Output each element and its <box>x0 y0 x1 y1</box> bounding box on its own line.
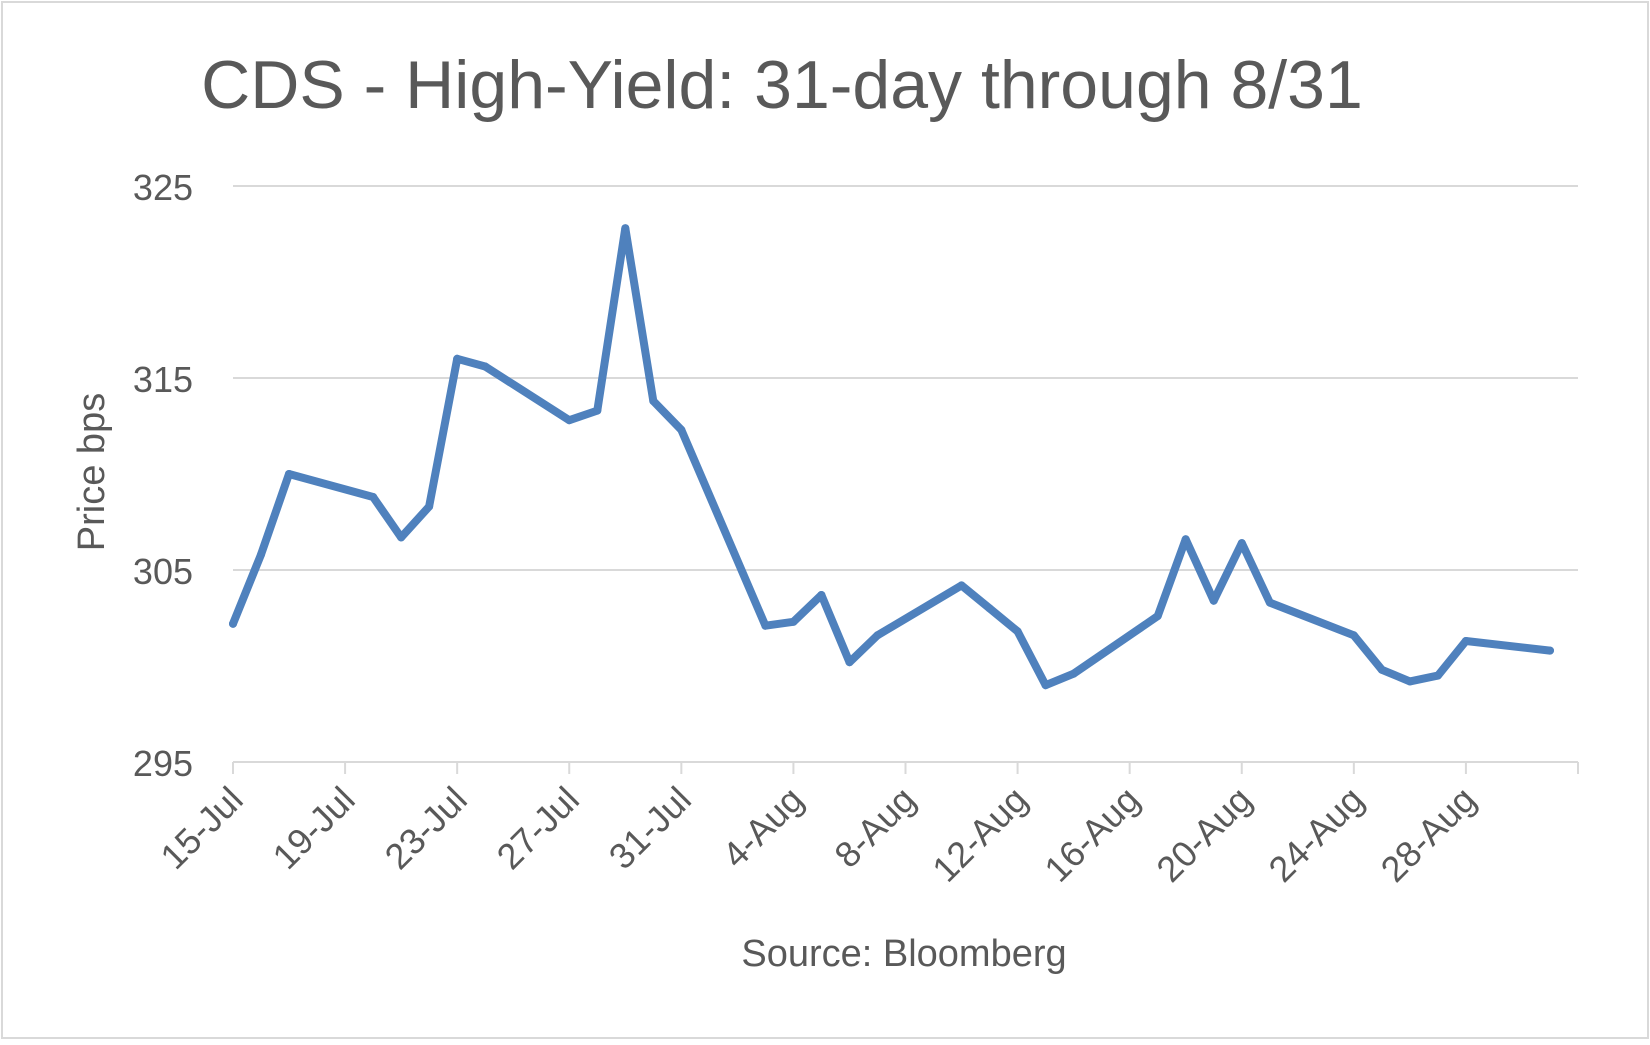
data-point-2020-07-28 <box>593 406 602 415</box>
x-axis-label: Source: Bloomberg <box>741 933 1066 975</box>
data-point-2020-07-27 <box>565 416 574 425</box>
data-point-2020-08-18 <box>1181 535 1190 544</box>
y-tick-label-305: 305 <box>133 551 193 592</box>
data-point-2020-08-05 <box>817 591 826 599</box>
x-axis-ticks <box>232 762 1579 774</box>
data-point-2020-07-17 <box>285 470 293 478</box>
data-point-2020-07-20 <box>369 493 378 501</box>
series-line-cds-high-yield <box>229 224 1554 690</box>
data-point-2020-07-21 <box>397 533 406 542</box>
data-point-2020-07-31 <box>677 425 686 434</box>
data-point-2020-08-31 <box>1546 646 1554 655</box>
data-point-2020-08-06 <box>845 658 854 667</box>
data-point-2020-07-23 <box>453 354 462 363</box>
data-point-2020-08-20 <box>1237 539 1246 548</box>
data-point-2020-08-14 <box>1069 669 1078 678</box>
data-point-2020-08-28 <box>1461 637 1470 645</box>
data-point-2020-08-17 <box>1153 612 1162 621</box>
data-point-2020-08-25 <box>1377 665 1386 674</box>
y-axis-tick-labels: 295 305 315 325 <box>133 167 193 784</box>
data-point-2020-08-12 <box>1013 627 1022 636</box>
data-point-2020-08-07 <box>873 631 882 640</box>
data-point-2020-07-15 <box>229 619 237 628</box>
data-point-2020-08-13 <box>1041 681 1050 690</box>
data-point-2020-07-29 <box>621 224 630 233</box>
data-point-2020-08-21 <box>1265 598 1274 607</box>
series-points <box>229 224 1554 690</box>
y-tick-label-325: 325 <box>133 167 193 208</box>
data-point-2020-08-27 <box>1433 671 1442 680</box>
data-point-2020-07-24 <box>481 362 490 371</box>
y-tick-label-315: 315 <box>133 359 193 400</box>
data-point-2020-08-03 <box>761 621 770 630</box>
data-point-2020-08-04 <box>789 617 798 626</box>
data-point-2020-07-16 <box>257 550 265 559</box>
data-point-2020-08-10 <box>957 581 966 590</box>
data-point-2020-08-19 <box>1209 596 1218 605</box>
chart-title: CDS - High-Yield: 31-day through 8/31 <box>201 47 1363 123</box>
y-tick-label-295: 295 <box>133 743 193 784</box>
data-point-2020-08-26 <box>1405 677 1414 686</box>
data-point-2020-07-30 <box>649 397 658 405</box>
y-axis-label: Price bps <box>71 393 113 551</box>
data-point-2020-08-24 <box>1349 631 1358 640</box>
data-point-2020-07-22 <box>425 502 434 511</box>
data-point-2020-08-11 <box>985 604 994 613</box>
